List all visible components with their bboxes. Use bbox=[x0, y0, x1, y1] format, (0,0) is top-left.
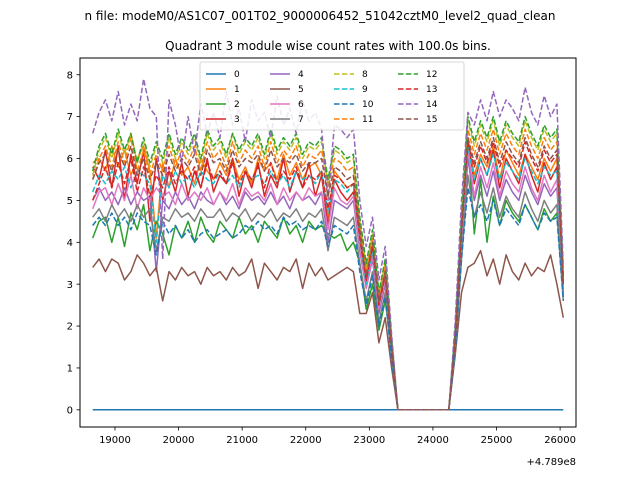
legend-label-5: 5 bbox=[298, 85, 304, 95]
legend-box bbox=[199, 61, 465, 131]
y-tick-label: 5 bbox=[67, 196, 73, 207]
legend-label-9: 9 bbox=[362, 85, 368, 95]
series-line-7 bbox=[92, 174, 565, 411]
y-axis: 0 1 2 3 4 5 6 7 8 bbox=[67, 70, 80, 416]
x-axis: 19000 20000 21000 22000 23000 24000 25000 26000 bbox=[99, 427, 576, 446]
legend-label-0: 0 bbox=[234, 70, 240, 80]
series-line-4 bbox=[92, 157, 565, 411]
legend-label-7: 7 bbox=[298, 115, 304, 125]
x-tick-label: 22000 bbox=[290, 435, 322, 446]
x-tick-label: 26000 bbox=[544, 435, 576, 446]
x-tick-label: 21000 bbox=[226, 435, 258, 446]
y-tick-label: 6 bbox=[67, 154, 73, 165]
legend-label-11: 11 bbox=[362, 115, 373, 125]
figure-suptitle: n file: modeM0/AS1C07_001T02_9000006452_… bbox=[85, 9, 556, 23]
x-tick-label: 23000 bbox=[353, 435, 385, 446]
legend-label-12: 12 bbox=[426, 70, 437, 80]
series-line-9 bbox=[91, 145, 565, 411]
series-line-14 bbox=[91, 78, 565, 411]
legend-label-6: 6 bbox=[298, 100, 304, 110]
series-line-12 bbox=[91, 115, 565, 411]
series-lines bbox=[91, 78, 565, 411]
x-tick-label: 25000 bbox=[481, 435, 513, 446]
legend-label-3: 3 bbox=[234, 115, 240, 125]
series-line-2 bbox=[91, 141, 565, 411]
series-line-13 bbox=[91, 141, 565, 411]
legend-label-14: 14 bbox=[426, 100, 438, 110]
legend-label-15: 15 bbox=[426, 115, 437, 125]
y-tick-label: 2 bbox=[67, 322, 73, 333]
legend-label-1: 1 bbox=[234, 85, 240, 95]
legend-label-8: 8 bbox=[362, 70, 368, 80]
y-tick-label: 4 bbox=[67, 238, 73, 249]
series-line-11 bbox=[91, 128, 565, 411]
series-line-6 bbox=[91, 149, 565, 411]
series-line-15 bbox=[91, 136, 565, 411]
y-tick-label: 7 bbox=[67, 112, 73, 123]
legend-label-4: 4 bbox=[298, 70, 304, 80]
x-tick-label: 19000 bbox=[99, 435, 131, 446]
y-tick-label: 3 bbox=[67, 280, 73, 291]
x-offset-label: +4.789e8 bbox=[526, 457, 576, 468]
x-tick-label: 24000 bbox=[417, 435, 449, 446]
legend-label-2: 2 bbox=[234, 100, 240, 110]
y-tick-label: 1 bbox=[67, 364, 73, 375]
legend-label-13: 13 bbox=[426, 85, 437, 95]
y-tick-label: 8 bbox=[67, 70, 73, 81]
chart-title: Quadrant 3 module wise count rates with … bbox=[165, 39, 491, 53]
y-tick-label: 0 bbox=[67, 405, 73, 416]
series-line-10 bbox=[92, 187, 565, 411]
legend-label-10: 10 bbox=[362, 100, 374, 110]
x-tick-label: 20000 bbox=[163, 435, 195, 446]
series-line-5 bbox=[92, 249, 565, 411]
